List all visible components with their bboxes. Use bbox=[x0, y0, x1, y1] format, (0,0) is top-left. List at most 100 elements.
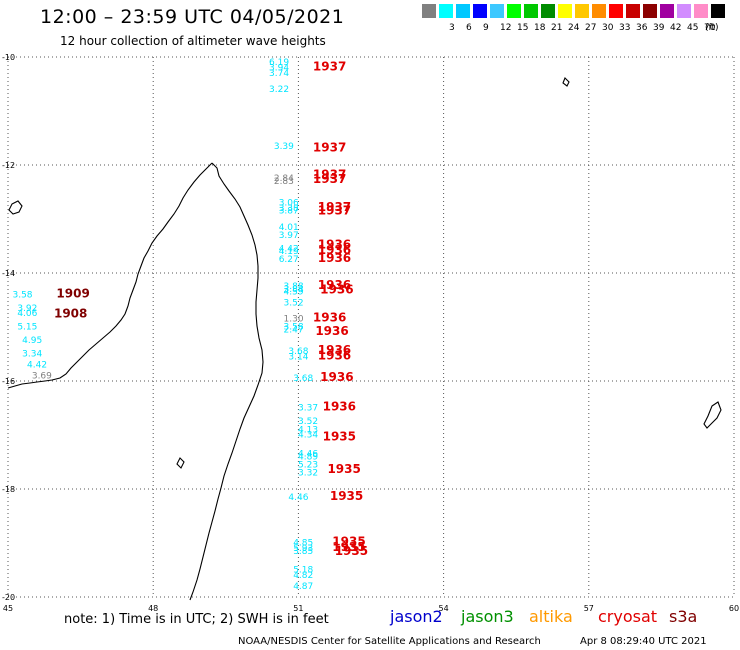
legend-swatch bbox=[660, 4, 674, 18]
island-northwest bbox=[8, 200, 23, 215]
legend-tick-label: 6 bbox=[466, 23, 472, 33]
swh-label: 4.46 bbox=[298, 450, 318, 460]
legend-swatch bbox=[711, 4, 725, 18]
legend-swatch bbox=[558, 4, 572, 18]
swh-label: 6.19 bbox=[269, 58, 289, 68]
legend-swatch bbox=[524, 4, 538, 18]
generated-timestamp: Apr 8 08:29:40 UTC 2021 bbox=[580, 636, 707, 647]
swh-label: 3.84 bbox=[284, 285, 304, 295]
swh-label: 4.85 bbox=[293, 539, 313, 549]
legend-tick-label: 39 bbox=[653, 23, 665, 33]
swh-label: 3.06 bbox=[279, 199, 299, 209]
satellite-altika: altika bbox=[529, 607, 573, 626]
swh-label: 2.84 bbox=[274, 174, 294, 184]
lon-tick-label: 48 bbox=[148, 604, 158, 613]
time-label: 1937 bbox=[313, 168, 346, 182]
swh-label: 3.68 bbox=[288, 347, 308, 357]
swh-label: 4.87 bbox=[293, 582, 313, 592]
time-label: 1908 bbox=[54, 306, 87, 320]
legend-swatch bbox=[456, 4, 470, 18]
swh-label: 3.52 bbox=[298, 417, 318, 427]
legend-tick-label: 15 bbox=[517, 23, 529, 33]
swh-label: 3.58 bbox=[284, 323, 304, 333]
swh-label: 3.32 bbox=[298, 469, 318, 479]
swh-label: 1.30 bbox=[284, 315, 304, 325]
time-label: 1935 bbox=[332, 540, 365, 554]
legend-swatch bbox=[575, 4, 589, 18]
legend-tick-label: 12 bbox=[500, 23, 512, 33]
lat-tick-label: -14 bbox=[2, 269, 15, 278]
legend-tick-label: 9 bbox=[483, 23, 489, 33]
time-label: 1937 bbox=[313, 141, 346, 155]
time-label: 1937 bbox=[313, 60, 346, 74]
time-label: 1935 bbox=[323, 429, 356, 443]
time-label: 1937 bbox=[318, 200, 351, 214]
time-label: 1936 bbox=[318, 238, 351, 252]
swh-label: 3.87 bbox=[279, 207, 299, 217]
legend-unit-label: (ft) bbox=[705, 23, 719, 33]
legend-tick-label: 70 bbox=[704, 23, 716, 33]
legend-swatch bbox=[677, 4, 691, 18]
lat-tick-label: -20 bbox=[2, 593, 15, 602]
swh-label: 3.58 bbox=[12, 290, 32, 300]
swh-label: 4.82 bbox=[293, 571, 313, 581]
swh-label: 4.59 bbox=[284, 288, 304, 298]
lon-tick-label: 45 bbox=[3, 604, 13, 613]
time-label: 1936 bbox=[318, 343, 351, 357]
time-label: 1936 bbox=[318, 243, 351, 257]
legend-swatch bbox=[490, 4, 504, 18]
swh-label: 5.93 bbox=[293, 544, 313, 554]
legend-swatch bbox=[473, 4, 487, 18]
swh-label: 3.52 bbox=[284, 298, 304, 308]
time-label: 1936 bbox=[318, 251, 351, 265]
time-label: 1909 bbox=[56, 286, 89, 300]
legend-tick-label: 42 bbox=[670, 23, 682, 33]
lon-tick-label: 51 bbox=[293, 604, 303, 613]
swh-label: 3.88 bbox=[284, 282, 304, 292]
legend-tick-label: 24 bbox=[568, 23, 580, 33]
satellite-cryosat: cryosat bbox=[598, 607, 658, 626]
credit-text: NOAA/NESDIS Center for Satellite Applica… bbox=[238, 636, 541, 647]
legend-tick-label: 21 bbox=[551, 23, 563, 33]
lon-tick-label: 57 bbox=[584, 604, 594, 613]
swh-label: 3.38 bbox=[279, 204, 299, 214]
lat-tick-label: -12 bbox=[2, 161, 15, 170]
time-label: 1937 bbox=[313, 172, 346, 186]
island-north-small bbox=[562, 77, 570, 87]
swh-observations: 6.193.943.74 3.22 3.39 2.842.83 3.063.383.87… bbox=[12, 58, 318, 592]
swh-label: 3.74 bbox=[269, 69, 289, 79]
swh-label: 4.01 bbox=[279, 223, 299, 233]
swh-label: 3.22 bbox=[269, 85, 289, 95]
swh-label: 3.37 bbox=[298, 404, 318, 414]
legend-swatch bbox=[507, 4, 521, 18]
island-south-small bbox=[176, 457, 185, 469]
time-label: 1936 bbox=[318, 348, 351, 362]
time-label: 1936 bbox=[318, 278, 351, 292]
legend-tick-label: 36 bbox=[636, 23, 648, 33]
legend-swatch bbox=[609, 4, 623, 18]
swh-label: 4.19 bbox=[279, 247, 299, 257]
legend-swatch bbox=[439, 4, 453, 18]
time-label: 1936 bbox=[320, 370, 353, 384]
swh-label: 5.23 bbox=[298, 460, 318, 470]
time-label: 1935 bbox=[327, 462, 360, 476]
map-subtitle: 12 hour collection of altimeter wave hei… bbox=[60, 34, 326, 48]
swh-label: 3.34 bbox=[22, 350, 42, 360]
swh-label: 2.83 bbox=[274, 177, 294, 187]
time-label: 1935 bbox=[332, 535, 365, 549]
lat-tick-label: -18 bbox=[2, 485, 15, 494]
swh-label: 3.92 bbox=[17, 304, 37, 314]
swh-label: 4.95 bbox=[22, 336, 42, 346]
time-label: 1936 bbox=[320, 283, 353, 297]
legend-tick-label: 45 bbox=[687, 23, 699, 33]
time-label: 1935 bbox=[330, 489, 363, 503]
time-label: 1936 bbox=[323, 400, 356, 414]
swh-label: 3.69 bbox=[32, 371, 52, 381]
madagascar-coastline bbox=[189, 162, 264, 601]
swh-label: 6.27 bbox=[279, 255, 299, 265]
swh-label: 4.89 bbox=[298, 452, 318, 462]
legend-tick-label: 18 bbox=[534, 23, 546, 33]
legend-tick-label: 30 bbox=[602, 23, 614, 33]
island-east bbox=[703, 401, 722, 429]
